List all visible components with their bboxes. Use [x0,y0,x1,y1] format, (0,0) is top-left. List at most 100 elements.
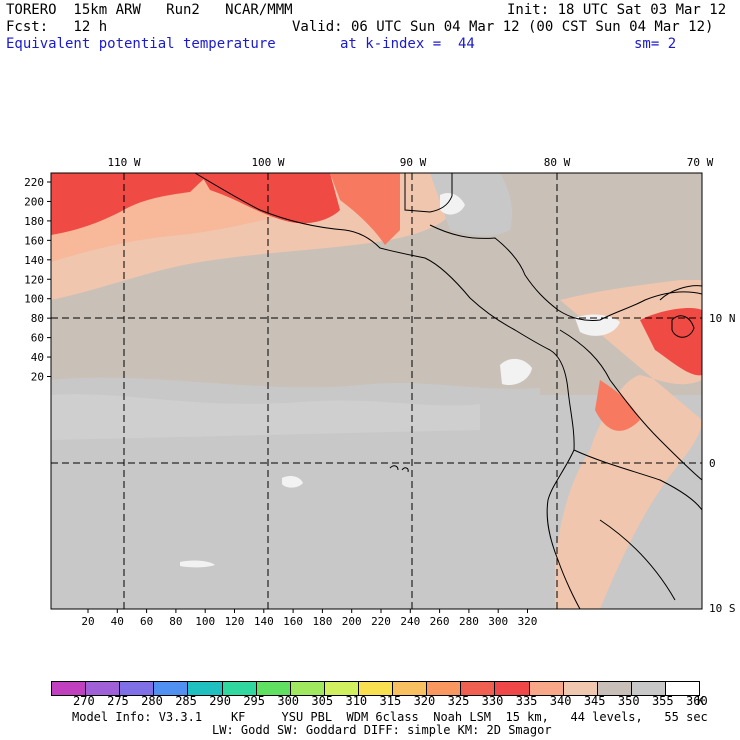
y-tick-label: 100 [24,293,44,306]
x-tick-label: 140 [254,615,274,628]
colorbar-swatch [290,682,325,695]
x-tick-label: 240 [400,615,420,628]
colorbar-label: 305 [311,694,334,708]
colorbar-label: 275 [107,694,129,708]
colorbar-swatch [529,682,564,695]
y-tick-label: 40 [31,351,44,364]
y-tick-label: 140 [24,254,44,267]
x-tick-label: 100 [195,615,215,628]
colorbar-swatch [188,682,223,695]
field-shading [51,173,702,609]
x-tick-label: 40 [111,615,124,628]
colorbar-swatch [256,682,291,695]
colorbar-swatch [358,682,394,695]
colorbar-swatch [563,682,598,695]
y-tick-label: 120 [24,273,44,286]
south-america-west-coast [546,349,581,609]
colorbar-label: 355 [651,694,674,708]
colorbar-swatch [597,682,632,695]
colorbar-swatch [631,682,666,695]
colorbar-label: 285 [175,694,197,708]
longitude-labels: 110 W 100 W 90 W 80 W 70 W [107,156,713,169]
x-tick-label: 320 [518,615,538,628]
x-tick-label: 300 [488,615,508,628]
x-tick-label: 120 [225,615,245,628]
gray-caribbean [430,173,512,236]
colorbar-label: 340 [549,694,572,708]
x-axis-ticks: 20 40 60 80 100 120 140 160 180 200 220 240 260 280 30… [81,609,537,628]
latitude-label: 10 N [709,312,736,325]
colorbar-label: 335 [515,694,538,708]
smoothing-label: sm= 2 [634,36,677,52]
latitude-label: 0 [709,457,716,470]
colorbar-label: 290 [209,694,231,708]
y-tick-label: 200 [24,195,44,208]
colorbar [51,681,700,696]
andes-border [559,329,702,481]
x-tick-label: 200 [342,615,362,628]
pale-ocean-strip [51,394,480,440]
white-patch-pacific [282,475,303,488]
longitude-label: 80 W [544,156,571,169]
orange-red-coast [330,173,400,245]
x-tick-label: 280 [459,615,479,628]
colorbar-label: 300 [277,694,300,708]
white-streak-pacific [180,560,215,568]
colorbar-swatch [461,682,496,695]
colorbar-label: 350 [617,694,640,708]
longitude-label: 110 W [107,156,140,169]
colorbar-swatch [324,682,359,695]
x-tick-label: 80 [169,615,182,628]
latitude-labels: 10 N 0 10 S [709,312,736,615]
white-patch-yucatan [440,193,465,215]
colorbar-label: 310 [345,694,368,708]
y-tick-label: 180 [24,215,44,228]
caribbean-coastline [429,224,702,321]
white-patch-panama [500,358,532,386]
y-tick-label: 160 [24,234,44,247]
level-index: at k-index = 44 [340,36,475,52]
x-tick-label: 220 [371,615,391,628]
red-colombia-patch [640,308,702,376]
x-tick-label: 180 [312,615,332,628]
y-tick-label: 20 [31,371,44,384]
colorbar-label: 330 [481,694,504,708]
colorbar-swatch [86,682,121,695]
galapagos-islands [389,465,409,473]
physics-info: LW: Godd SW: Goddard DIFF: simple KM: 2D… [212,723,552,737]
y-axis-ticks: 220 200 180 160 140 120 100 80 60 40 20 [24,176,51,384]
pacific-coastline [194,173,551,351]
yucatan-outline [404,173,453,213]
colorbar-swatch [393,682,428,695]
ecuador-peru-border [573,449,702,511]
red-north-patch [51,173,210,235]
lat-lon-grid [51,173,702,609]
y-tick-label: 80 [31,312,44,325]
colorbar-swatch [120,682,155,695]
colorbar-swatch [222,682,257,695]
forecast-hour: Fcst: 12 h [6,19,108,35]
colorbar-label: 360 [686,694,708,708]
field-name: Equivalent potential temperature [6,36,276,52]
red-mexico-coast [200,173,340,224]
colorbar-swatch [495,682,530,695]
y-tick-label: 60 [31,332,44,345]
colorbar-label: 280 [141,694,163,708]
colorbar-label: 315 [379,694,402,708]
y-tick-label: 220 [24,176,44,189]
coastlines [194,173,702,609]
latitude-label: 10 S [709,602,736,615]
orange-andes-patch [595,380,640,431]
model-title: TORERO 15km ARW Run2 NCAR/MMM [6,2,293,18]
longitude-label: 90 W [400,156,427,169]
x-tick-label: 260 [430,615,450,628]
model-info: Model Info: V3.3.1 KF YSU PBL WDM 6class… [72,710,708,724]
map-frame [50,172,703,610]
valid-time: Valid: 06 UTC Sun 04 Mar 12 (00 CST Sun … [292,19,714,35]
longitude-label: 70 W [687,156,714,169]
x-tick-label: 160 [283,615,303,628]
colorbar-label: 320 [413,694,436,708]
colorbar-swatch [427,682,462,695]
peru-border [599,519,676,601]
